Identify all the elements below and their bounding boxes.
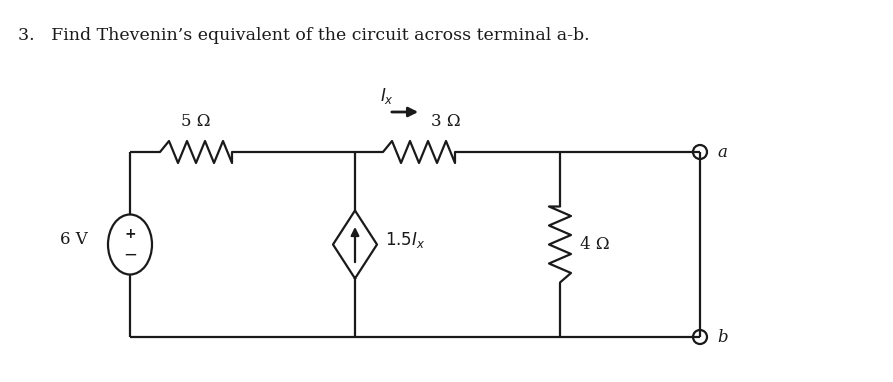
Text: 4 Ω: 4 Ω: [580, 236, 610, 253]
Text: −: −: [123, 246, 137, 264]
Text: $\mathit{I}_x$: $\mathit{I}_x$: [380, 86, 394, 106]
Text: 5 Ω: 5 Ω: [181, 113, 211, 130]
Text: 3.   Find Thevenin’s equivalent of the circuit across terminal a-b.: 3. Find Thevenin’s equivalent of the cir…: [18, 27, 589, 44]
Text: $1.5I_x$: $1.5I_x$: [385, 230, 425, 249]
Text: 6 V: 6 V: [60, 231, 88, 248]
Text: a: a: [717, 144, 727, 160]
Text: +: +: [124, 228, 136, 241]
Text: 3 Ω: 3 Ω: [431, 113, 461, 130]
Text: b: b: [717, 329, 728, 345]
